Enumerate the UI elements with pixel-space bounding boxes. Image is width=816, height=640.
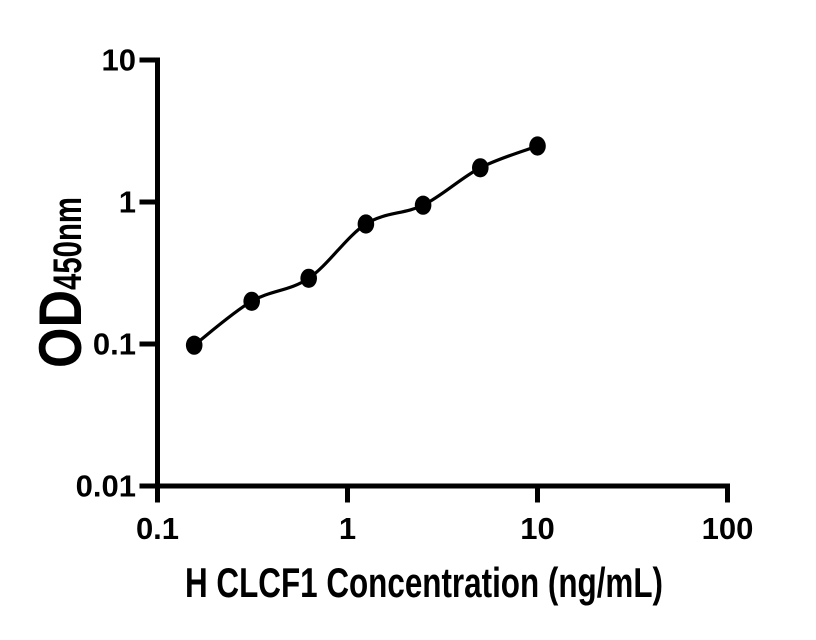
y-tick-label: 0.01 [76, 469, 136, 504]
data-point [414, 195, 432, 215]
y-tick-label: 1 [119, 185, 136, 220]
axes-layer [139, 57, 730, 503]
fit-curve [192, 144, 540, 347]
x-tick-label: 1 [339, 511, 356, 546]
data-point [529, 136, 546, 156]
x-tick-label: 10 [520, 511, 554, 546]
series-layer [185, 136, 546, 355]
data-point [472, 158, 489, 178]
y-tick-label: 10 [102, 43, 136, 78]
data-point [300, 268, 318, 288]
data-point [185, 335, 203, 355]
y-axis-title-main: OD [27, 290, 94, 368]
y-tick-label: 0.1 [93, 327, 136, 362]
data-point [243, 291, 260, 311]
x-tick-label: 100 [702, 511, 754, 546]
x-axis-title: H CLCF1 Concentration (ng/mL) [185, 559, 663, 606]
x-tick-label: 0.1 [136, 511, 179, 546]
data-point [357, 214, 375, 234]
y-axis-title-sub: 450nm [46, 197, 90, 290]
